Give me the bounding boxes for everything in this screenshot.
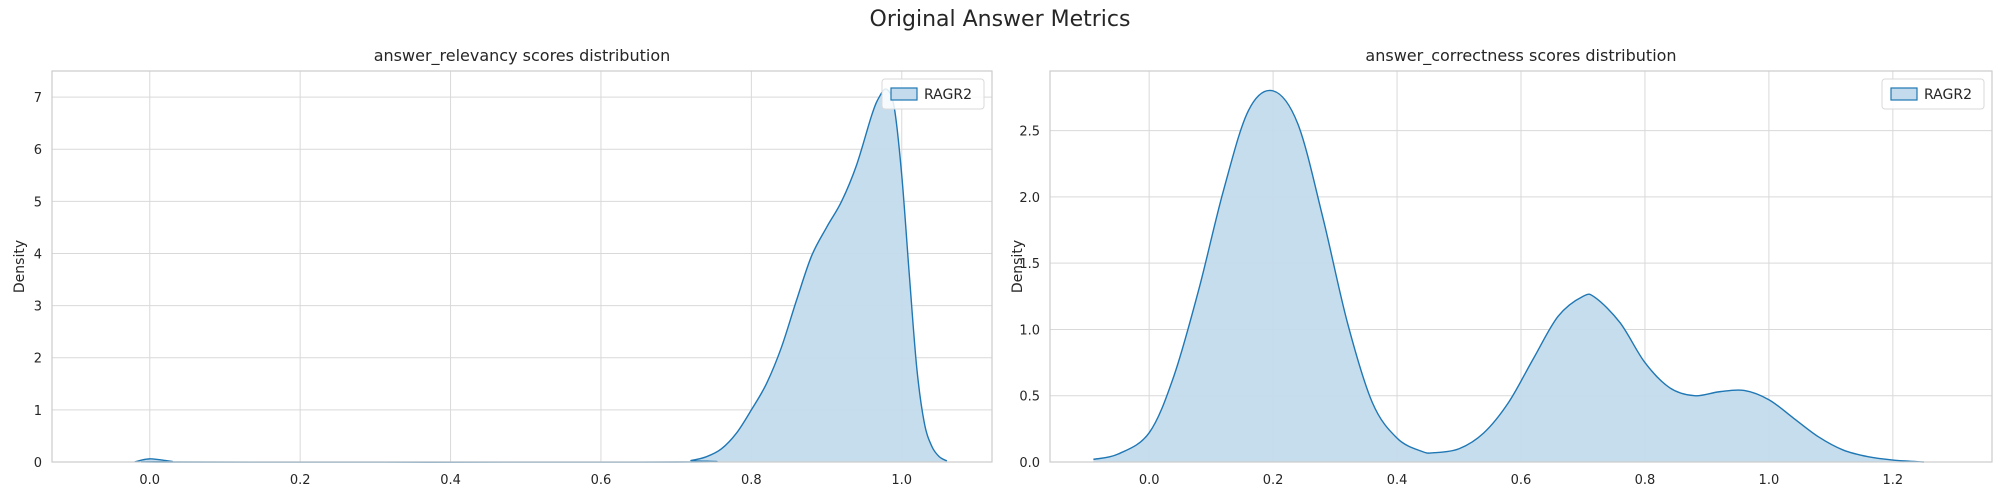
- chart-1-y-tick-label: 0.5: [1019, 390, 1040, 405]
- chart-1-x-tick-label: 0.2: [1263, 473, 1284, 488]
- chart-0-x-tick-label: 0.6: [591, 473, 612, 488]
- chart-0-legend-swatch: [890, 87, 918, 101]
- chart-1-density-line: [1093, 89, 1924, 463]
- chart-1-x-tick-label: 0.8: [1635, 473, 1656, 488]
- chart-1-density-area: [1093, 90, 1924, 462]
- chart-0-y-tick-label: 2: [34, 352, 42, 367]
- chart-0-x-tick-label: 0.0: [139, 473, 160, 488]
- chart-1-y-tick-label: 2.5: [1019, 125, 1040, 140]
- chart-0-legend-box: [881, 78, 985, 110]
- chart-1-y-tick-label: 1.0: [1019, 323, 1040, 338]
- chart-0-y-tick-label: 0: [34, 456, 42, 471]
- chart-0-title: answer_relevancy scores distribution: [374, 46, 671, 66]
- chart-1-y-tick-label: 2.0: [1019, 191, 1040, 206]
- chart-0-x-tick-label: 0.8: [741, 473, 762, 488]
- chart-1-y-tick-label: 1.5: [1019, 257, 1040, 272]
- chart-0-legend-label: RAGR2: [924, 87, 972, 103]
- chart-0-density-area: [134, 88, 947, 463]
- chart-0-legend: RAGR2: [881, 78, 985, 110]
- chart-1-legend-box: [1881, 78, 1985, 110]
- chart-0-y-tick-label: 7: [34, 91, 42, 106]
- chart-1-title: answer_correctness scores distribution: [1365, 46, 1676, 66]
- figure-title: Original Answer Metrics: [870, 7, 1131, 32]
- chart-0-y-tick-label: 3: [34, 300, 42, 315]
- chart-0-axes-frame: [51, 70, 993, 463]
- chart-0-y-tick-label: 6: [34, 143, 42, 158]
- chart-1-legend-swatch: [1890, 87, 1918, 101]
- chart-0-y-axis-label: Density: [12, 240, 28, 293]
- chart-1-x-tick-label: 1.2: [1882, 473, 1903, 488]
- chart-1-y-axis-label: Density: [1010, 240, 1026, 293]
- chart-1-x-tick-label: 0.4: [1387, 473, 1408, 488]
- left-panel-answer-relevancy: 0.0 0.2 0.4 0.6 0.8 1.0 0 1 2 3 4 5 6 7 answer_relevan…: [12, 46, 993, 488]
- chart-0-x-tick-label: 0.2: [290, 473, 311, 488]
- chart-1-x-tick-label: 0.0: [1139, 473, 1160, 488]
- chart-1-legend-label: RAGR2: [1924, 87, 1972, 103]
- chart-0-y-tick-label: 4: [34, 247, 42, 262]
- chart-0-y-tick-label: 1: [34, 404, 42, 419]
- chart-1-y-tick-label: 0.0: [1019, 456, 1040, 471]
- chart-1-legend: RAGR2: [1881, 78, 1985, 110]
- chart-0-x-tick-label: 0.4: [440, 473, 461, 488]
- chart-1-axes-frame: [1049, 70, 1993, 463]
- chart-1-x-tick-label: 1.0: [1759, 473, 1780, 488]
- chart-1-x-tick-label: 0.6: [1511, 473, 1532, 488]
- chart-0-y-tick-label: 5: [34, 195, 42, 210]
- chart-0-x-tick-label: 1.0: [891, 473, 912, 488]
- right-panel-answer-correctness: 0.0 0.2 0.4 0.6 0.8 1.0 1.2 0.0 0.5 1.0 1.5 2.0 2.5 a…: [1010, 46, 1993, 488]
